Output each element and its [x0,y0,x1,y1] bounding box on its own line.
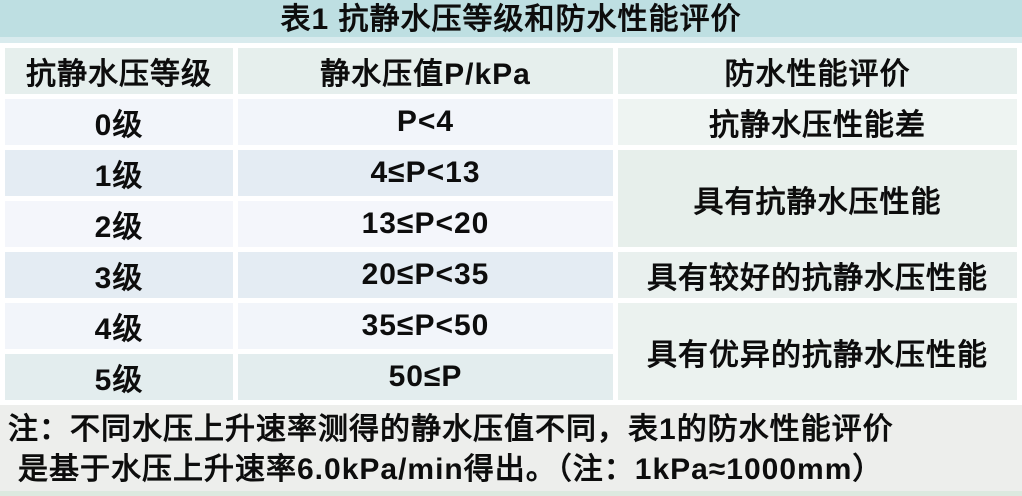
table-title: 表1 抗静水压等级和防水性能评价 [0,0,1022,43]
footnote-table-number: 1 [659,413,677,446]
grade-cell: 5级 [5,354,233,400]
grade-cell: 1级 [5,150,233,196]
footnote-line-2: 是基于水压上升速率6.0kPa/min得出。（注：1kPa≈1000mm） [0,450,1022,490]
table-row: 3级 20≤P<35 具有较好的抗静水压性能 [5,252,1017,298]
col-header-evaluation: 防水性能评价 [618,48,1017,94]
footnote-text: 注：不同水压上升速率测得的静水压值不同，表 [8,413,659,446]
evaluation-cell-merged: 具有优异的抗静水压性能 [618,303,1017,400]
table-row: 5级 50≤P [5,354,1017,400]
evaluation-cell: 抗静水压性能差 [618,99,1017,145]
grade-cell: 3级 [5,252,233,298]
col-header-grade: 抗静水压等级 [5,48,233,94]
grade-cell: 0级 [5,99,233,145]
footnote-line-1: 注：不同水压上升速率测得的静水压值不同，表1的防水性能评价 [0,405,1022,450]
footnote-conversion-value: 1kPa≈1000mm [634,453,853,486]
col-header-pressure: 静水压值P/kPa [238,48,613,94]
footnote-rate-value: 6.0kPa/min [297,453,464,486]
pressure-cell: 4≤P<13 [238,150,613,196]
footnote-text: 是基于水压上升速率 [18,453,297,486]
evaluation-cell-merged: 具有抗静水压性能 [618,150,1017,247]
table-row: 0级 P<4 抗静水压性能差 [5,99,1017,145]
table-row: 4级 35≤P<50 具有优异的抗静水压性能 [5,303,1017,400]
grade-cell: 2级 [5,201,233,247]
pressure-cell: P<4 [238,99,613,145]
pressure-cell: 50≤P [238,354,613,400]
pressure-cell: 20≤P<35 [238,252,613,298]
pressure-cell: 13≤P<20 [238,201,613,247]
table-row: 2级 13≤P<20 [5,201,1017,247]
footnote-text: 得出。（注： [463,453,635,486]
pressure-grade-table: 抗静水压等级 静水压值P/kPa 防水性能评价 0级 P<4 抗静水压性能差 1… [0,43,1022,405]
pressure-cell: 35≤P<50 [238,303,613,349]
evaluation-cell: 具有较好的抗静水压性能 [618,252,1017,298]
footnote-text: 的防水性能评价 [676,413,894,446]
header-row: 抗静水压等级 静水压值P/kPa 防水性能评价 [5,48,1017,94]
footnote-text: ） [852,453,884,486]
bottom-edge-strip [0,491,1022,496]
table-row: 1级 4≤P<13 具有抗静水压性能 [5,150,1017,247]
grade-cell: 4级 [5,303,233,349]
table-footnote: 注：不同水压上升速率测得的静水压值不同，表1的防水性能评价 是基于水压上升速率6… [0,405,1022,491]
